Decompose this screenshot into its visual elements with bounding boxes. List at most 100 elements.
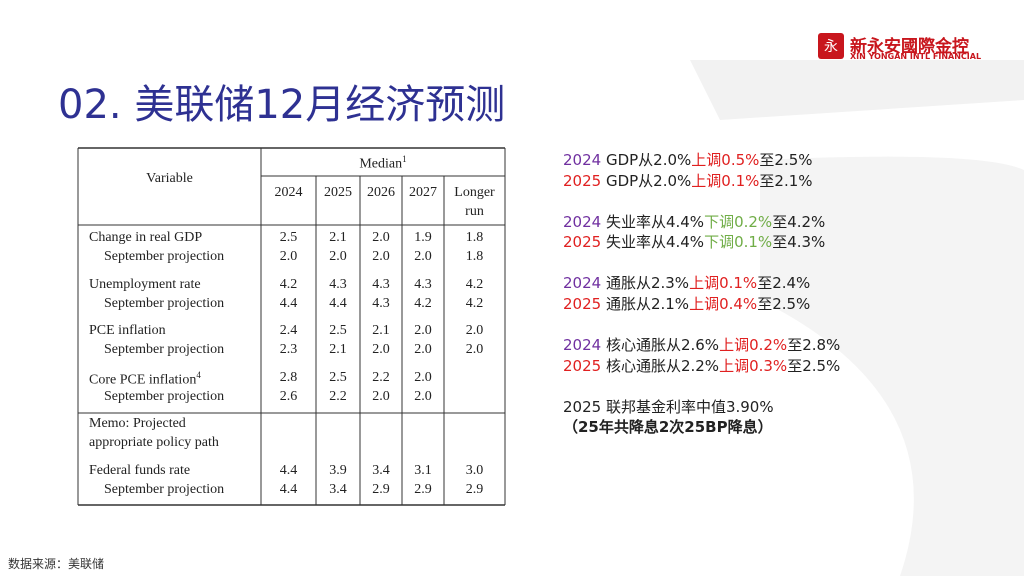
cell: 4.4: [279, 296, 298, 311]
note-line: （25年共降息2次25BP降息）: [563, 417, 773, 437]
row-label-text: September projection: [104, 342, 225, 357]
column-header: 2027: [409, 185, 437, 200]
row-label: Change in real GDP: [89, 230, 202, 246]
note-segment: 上调0.1%: [691, 172, 760, 190]
cell: 1.8: [465, 230, 484, 245]
memo-label: Memo: Projected: [89, 416, 186, 431]
logo-sub: XIN YONGAN INTL FINANCIAL: [850, 52, 982, 61]
row-label: PCE inflation: [89, 323, 166, 339]
cell: 2.0: [465, 323, 484, 338]
cell: 2.1: [372, 323, 390, 338]
row-label-text: September projection: [104, 249, 225, 264]
note-segment: 失业率从4.4%: [601, 213, 705, 231]
note-segment: 至4.3%: [772, 233, 826, 251]
row-label-text: Federal funds rate: [89, 463, 191, 478]
cell: 2.0: [414, 389, 432, 404]
cell: 2.0: [372, 230, 390, 245]
note-segment: 通胀从2.3%: [601, 274, 690, 292]
cell: 2.5: [329, 370, 347, 385]
cell: 1.9: [414, 230, 432, 245]
note-line: 2024 通胀从2.3%上调0.1%至2.4%: [563, 273, 810, 293]
cell: 2.2: [372, 370, 390, 385]
cell: 3.4: [372, 463, 390, 478]
cell: 3.1: [414, 463, 432, 478]
note-segment: 通胀从2.1%: [601, 295, 690, 313]
note-segment: 下调0.2%: [704, 213, 773, 231]
note-line: 2025 核心通胀从2.2%上调0.3%至2.5%: [563, 356, 840, 376]
note-segment: 2025 联邦基金利率中值3.90%: [563, 398, 774, 416]
note-segment: 上调0.1%: [689, 274, 758, 292]
note-segment: 下调0.1%: [704, 233, 773, 251]
note-segment: 至4.2%: [772, 213, 826, 231]
note-segment: GDP从2.0%: [601, 172, 692, 190]
cell: 2.9: [372, 482, 390, 497]
cell: 2.0: [414, 323, 432, 338]
note-segment: 至2.4%: [757, 274, 811, 292]
cell: 2.0: [414, 342, 432, 357]
cell: 2.6: [279, 389, 298, 404]
cell: 4.4: [279, 482, 298, 497]
cell: 2.0: [372, 342, 390, 357]
row-label: September projection: [104, 482, 224, 498]
note-segment: 至2.8%: [787, 336, 841, 354]
row-label: September projection: [104, 389, 224, 405]
variable-header: Variable: [146, 171, 193, 186]
cell: 2.1: [329, 342, 347, 357]
row-label-text: September projection: [104, 482, 225, 497]
note-line: 2025 GDP从2.0%上调0.1%至2.1%: [563, 171, 813, 191]
note-segment: 至2.1%: [759, 172, 813, 190]
note-segment: 2025: [563, 233, 602, 251]
row-label-text: PCE inflation: [89, 323, 166, 338]
cell: 4.3: [372, 296, 390, 311]
row-label: Federal funds rate: [89, 463, 190, 479]
note-segment: 2024: [563, 213, 602, 231]
cell: 2.9: [414, 482, 432, 497]
note-segment: （25年共降息2次25BP降息）: [563, 418, 773, 436]
row-label: Core PCE inflation4: [89, 370, 201, 389]
cell: 4.4: [329, 296, 347, 311]
note-segment: 至2.5%: [759, 151, 813, 169]
row-label: Unemployment rate: [89, 277, 201, 293]
column-header: 2026: [367, 185, 395, 200]
note-segment: 上调0.5%: [691, 151, 760, 169]
row-label: September projection: [104, 342, 224, 358]
cell: 4.2: [414, 296, 432, 311]
cell: 2.8: [279, 370, 298, 385]
median-sup: 1: [402, 154, 407, 164]
note-line: 2025 通胀从2.1%上调0.4%至2.5%: [563, 294, 810, 314]
note-segment: 核心通胀从2.2%: [601, 357, 720, 375]
note-line: 2025 失业率从4.4%下调0.1%至4.3%: [563, 232, 825, 252]
note-line: 2024 失业率从4.4%下调0.2%至4.2%: [563, 212, 825, 232]
source: 数据来源：美联储: [8, 557, 105, 571]
cell: 2.5: [329, 323, 347, 338]
cell: 4.2: [279, 277, 298, 292]
cell: 2.0: [414, 249, 432, 264]
cell: 2.0: [329, 249, 347, 264]
note-segment: 至2.5%: [757, 295, 811, 313]
note-segment: 2024: [563, 274, 602, 292]
note-segment: 上调0.4%: [689, 295, 758, 313]
row-label-text: Unemployment rate: [89, 277, 201, 292]
median-header: Median1: [261, 154, 505, 173]
note-segment: 上调0.3%: [719, 357, 788, 375]
row-label-text: September projection: [104, 389, 225, 404]
note-segment: 2025: [563, 357, 602, 375]
slide-title: 02. 美联储12月经济预测: [58, 82, 506, 128]
cell: 2.5: [279, 230, 298, 245]
memo-label: appropriate policy path: [89, 435, 219, 450]
note-segment: 至2.5%: [787, 357, 841, 375]
note-segment: 2024: [563, 336, 602, 354]
note-segment: 上调0.2%: [719, 336, 788, 354]
note-line: 2024 核心通胀从2.6%上调0.2%至2.8%: [563, 335, 840, 355]
note-segment: 核心通胀从2.6%: [601, 336, 720, 354]
column-header: 2025: [324, 185, 352, 200]
cell: 2.0: [279, 249, 298, 264]
cell: 4.3: [414, 277, 432, 292]
cell: 4.2: [465, 296, 484, 311]
cell: 2.0: [465, 342, 484, 357]
note-line: 2024 GDP从2.0%上调0.5%至2.5%: [563, 150, 813, 170]
cell: 2.1: [329, 230, 347, 245]
cell: 3.4: [329, 482, 347, 497]
row-label-text: September projection: [104, 296, 225, 311]
